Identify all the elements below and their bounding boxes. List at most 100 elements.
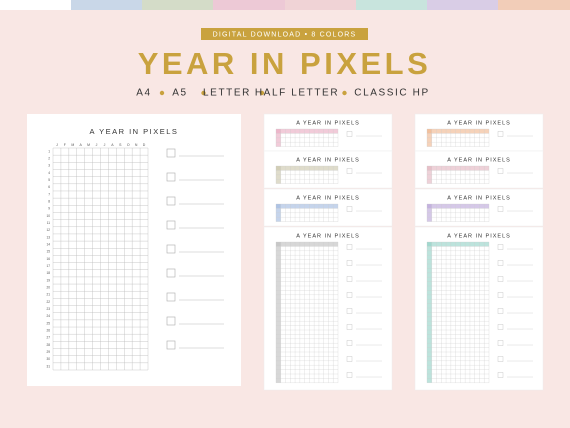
badge bbox=[201, 28, 368, 40]
day-label: 4 bbox=[48, 171, 50, 175]
small-sheet: A YEAR IN PIXELS bbox=[414, 226, 544, 391]
day-label: 3 bbox=[48, 164, 50, 168]
sheet bbox=[27, 114, 241, 386]
separator-dot bbox=[259, 90, 265, 96]
small-sheet: A YEAR IN PIXELS bbox=[414, 188, 544, 227]
badge-text: DIGITAL DOWNLOAD • 8 COLORS bbox=[213, 31, 357, 38]
day-label: 13 bbox=[46, 235, 50, 239]
day-label: 2 bbox=[48, 157, 50, 161]
sheet-title: A YEAR IN PIXELS bbox=[447, 157, 511, 163]
day-label: 21 bbox=[46, 293, 50, 297]
month-label: M bbox=[71, 143, 74, 147]
small-sheet: A YEAR IN PIXELS bbox=[414, 113, 544, 152]
legend-box bbox=[166, 220, 176, 230]
month-label: O bbox=[127, 143, 130, 147]
day-label: 20 bbox=[46, 285, 50, 289]
legend-box bbox=[346, 292, 353, 298]
day-label: 7 bbox=[48, 192, 50, 196]
day-label: 25 bbox=[46, 321, 50, 325]
day-label: 8 bbox=[48, 200, 50, 204]
month-label: F bbox=[64, 143, 66, 147]
color-strip bbox=[0, 0, 570, 10]
month-label: J bbox=[104, 143, 106, 147]
month-label: M bbox=[87, 143, 90, 147]
legend-box bbox=[166, 196, 176, 206]
day-label: 18 bbox=[46, 271, 50, 275]
sheet-title: A YEAR IN PIXELS bbox=[296, 120, 360, 126]
header-row bbox=[427, 242, 489, 247]
legend-box bbox=[346, 244, 353, 250]
header-row bbox=[276, 204, 338, 209]
header-row bbox=[276, 166, 338, 171]
month-label: A bbox=[111, 143, 114, 147]
legend-box bbox=[346, 260, 353, 266]
legend-box bbox=[497, 292, 504, 298]
legend-box bbox=[497, 168, 504, 174]
legend-box bbox=[497, 206, 504, 212]
header-row bbox=[276, 129, 338, 134]
sheet-title: A YEAR IN PIXELS bbox=[296, 233, 360, 239]
legend-box bbox=[346, 324, 353, 330]
day-label: 17 bbox=[46, 264, 50, 268]
legend-box bbox=[346, 276, 353, 282]
small-sheet: A YEAR IN PIXELS bbox=[414, 150, 544, 189]
day-label: 28 bbox=[46, 343, 50, 347]
header-row bbox=[276, 242, 338, 247]
header-row bbox=[427, 166, 489, 171]
legend-box bbox=[166, 292, 176, 302]
legend-box bbox=[346, 206, 353, 212]
main-title: YEAR IN PIXELS bbox=[138, 46, 432, 81]
legend-box bbox=[497, 324, 504, 330]
small-sheet: A YEAR IN PIXELS bbox=[263, 226, 393, 391]
legend-box bbox=[346, 372, 353, 378]
legend-box bbox=[497, 308, 504, 314]
formats: A4 A5 LETTER HALF LETTER CLASSIC HP bbox=[136, 88, 429, 99]
day-label: 6 bbox=[48, 185, 50, 189]
day-label: 5 bbox=[48, 178, 50, 182]
day-label: 29 bbox=[46, 350, 50, 354]
header-row bbox=[427, 129, 489, 134]
day-label: 27 bbox=[46, 336, 50, 340]
legend-box bbox=[346, 168, 353, 174]
sheet bbox=[263, 226, 393, 391]
format-label: CLASSIC HP bbox=[354, 88, 429, 99]
sheet-title: A YEAR IN PIXELS bbox=[447, 120, 511, 126]
legend-box bbox=[497, 372, 504, 378]
day-label: 31 bbox=[46, 364, 50, 368]
day-label: 16 bbox=[46, 257, 50, 261]
format-label: A4 bbox=[136, 88, 151, 99]
legend-box bbox=[166, 268, 176, 278]
legend-box bbox=[166, 340, 176, 350]
header-row bbox=[427, 204, 489, 209]
format-label: A5 bbox=[172, 88, 187, 99]
legend-box bbox=[166, 172, 176, 182]
legend-box bbox=[497, 356, 504, 362]
separator-dot bbox=[201, 90, 206, 96]
day-label: 26 bbox=[46, 328, 50, 332]
day-label: 19 bbox=[46, 278, 50, 282]
legend-box bbox=[497, 276, 504, 282]
month-label: J bbox=[56, 143, 58, 147]
sheet-title: A YEAR IN PIXELS bbox=[296, 157, 360, 163]
legend-box bbox=[497, 131, 504, 137]
sheet bbox=[414, 226, 544, 391]
small-sheet: A YEAR IN PIXELS bbox=[263, 113, 393, 152]
format-label: LETTER bbox=[203, 88, 251, 99]
day-label: 30 bbox=[46, 357, 50, 361]
legend-box bbox=[497, 260, 504, 266]
day-label: 24 bbox=[46, 314, 50, 318]
legend-box bbox=[497, 340, 504, 346]
legend-box bbox=[166, 244, 176, 254]
sheet-title: A YEAR IN PIXELS bbox=[447, 233, 511, 239]
month-label: D bbox=[143, 143, 146, 147]
day-label: 1 bbox=[48, 149, 50, 153]
day-label: 14 bbox=[46, 243, 50, 247]
day-label: 23 bbox=[46, 307, 50, 311]
separator-dot bbox=[342, 90, 347, 96]
day-label: 15 bbox=[46, 250, 50, 254]
sheet-title: A YEAR IN PIXELS bbox=[296, 195, 360, 201]
day-label: 22 bbox=[46, 300, 50, 304]
month-label: J bbox=[96, 143, 98, 147]
